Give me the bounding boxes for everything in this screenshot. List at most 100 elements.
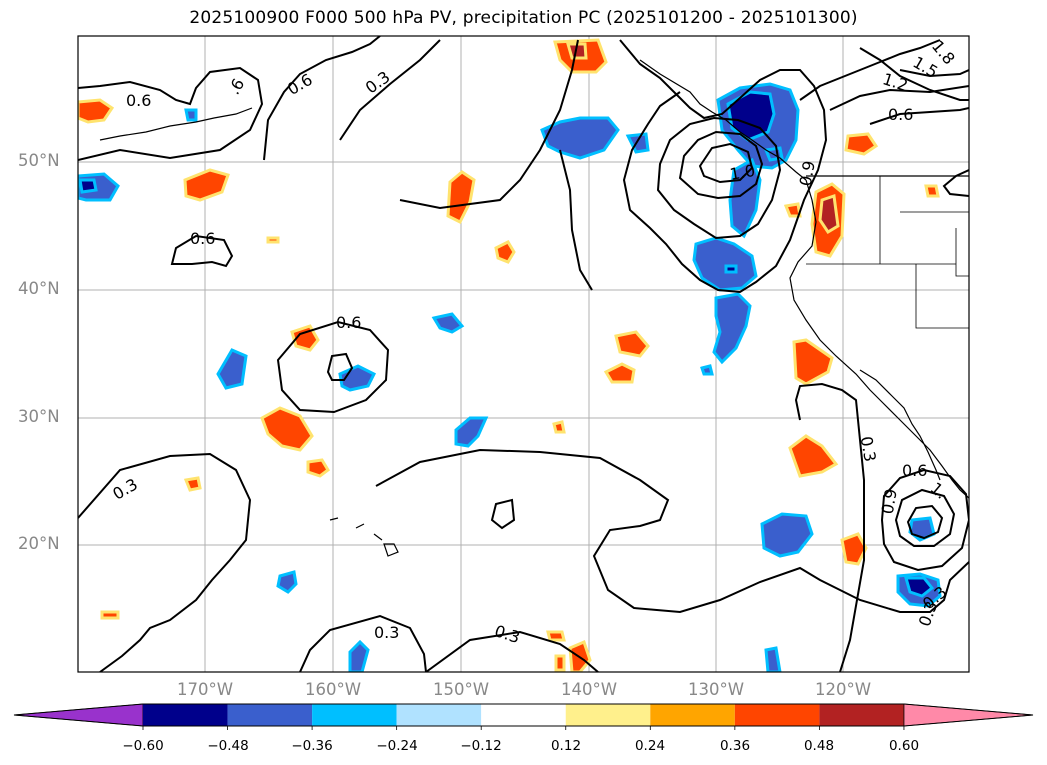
pv-contour [942, 169, 969, 197]
precip-blob [904, 576, 935, 598]
pv-contour [425, 630, 599, 672]
pv-contour [894, 488, 956, 547]
colorbar-tick-label: 0.60 [888, 738, 920, 754]
precip-blob [446, 170, 476, 225]
precip-blob [728, 157, 762, 239]
precip-blob [788, 434, 839, 478]
pv-contour [678, 130, 764, 200]
colorbar [13, 703, 1034, 730]
precip-blob [760, 512, 814, 558]
precip-blob [840, 532, 868, 566]
aleutian-islands [99, 107, 253, 141]
precip-blob [844, 132, 879, 156]
contour-label: 0.3 [492, 621, 522, 647]
pv-contour [78, 452, 252, 672]
lon-label: 140°W [560, 680, 618, 699]
pv-contour [869, 107, 969, 125]
precip-blob [276, 570, 298, 594]
pv-contour [880, 468, 969, 572]
precip-blob [216, 348, 248, 390]
precip-blob [184, 108, 198, 122]
precip-blob [724, 264, 738, 274]
baja-california [859, 369, 941, 481]
colorbar-tick-label: 0.36 [719, 738, 751, 754]
contour-label: 0.6 [902, 461, 927, 480]
precip-blob [78, 98, 115, 124]
pv-contour [170, 234, 234, 268]
pv-contours [78, 36, 969, 672]
pv-contour [619, 39, 828, 294]
lat-label: 20°N [18, 534, 60, 553]
precip-blob [792, 338, 834, 386]
precip-blob [783, 202, 802, 218]
precip-negative-areas [78, 82, 942, 672]
precip-blob [692, 236, 758, 292]
north-america-coast [789, 179, 969, 499]
precip-blob [454, 416, 489, 448]
pv-contour [263, 36, 381, 161]
precip-blob [554, 654, 566, 672]
lon-label: 130°W [687, 680, 745, 699]
alaska-coast [639, 59, 807, 181]
precip-blob [266, 236, 280, 244]
pv-contour [276, 320, 390, 414]
map-frame [77, 35, 970, 673]
lon-label: 120°W [814, 680, 872, 699]
precip-blob [603, 362, 636, 384]
pv-contour [799, 39, 941, 101]
colorbar-tick-label: −0.48 [207, 738, 249, 754]
pv-contour [375, 448, 969, 614]
precip-blob [924, 184, 940, 198]
colorbar-tick-label: 0.48 [803, 738, 835, 754]
colorbar-segment [143, 704, 228, 726]
pv-contour [339, 39, 441, 141]
colorbar-segment [565, 704, 651, 726]
pv-contour [299, 614, 427, 672]
map-title: 2025100900 F000 500 hPa PV, precipitatio… [189, 8, 858, 28]
precip-blob [348, 639, 370, 672]
colorbar-extend-min [13, 703, 144, 727]
lat-label: 40°N [18, 279, 60, 298]
pv-contour [906, 504, 944, 540]
precip-blob [712, 292, 752, 365]
precip-blob [726, 90, 776, 142]
colorbar-segment [227, 704, 313, 726]
contour-label: 1. [927, 478, 951, 502]
pv-contour [656, 116, 782, 240]
precip-positive-areas [78, 38, 940, 672]
hawaii-islands [329, 517, 399, 557]
colorbar-segment [312, 704, 397, 726]
pv-contour [698, 142, 754, 184]
contour-label: 0.3 [362, 67, 394, 97]
colorbar-segment [734, 704, 820, 726]
lat-label: 30°N [18, 407, 60, 426]
colorbar-segment [819, 704, 904, 726]
precip-blob [625, 132, 650, 154]
contour-label: 0.6 [888, 105, 913, 124]
contour-label: 0.3 [109, 474, 141, 503]
colorbar-tick-label: −0.36 [291, 738, 333, 754]
pv-contour [326, 352, 354, 381]
colorbar-tick-label: −0.12 [460, 738, 502, 754]
coastlines [99, 59, 969, 557]
pv-contour [859, 47, 969, 101]
lat-label: 50°N [18, 151, 60, 170]
precip-blob [566, 42, 588, 60]
contour-label: 0.3 [374, 623, 399, 642]
pv-contour [829, 85, 969, 111]
lon-label: 150°W [432, 680, 490, 699]
contour-label: 0.9 [878, 487, 901, 515]
colorbar-tick-label: −0.60 [122, 738, 164, 754]
precip-blob [614, 330, 650, 358]
precip-blob [100, 610, 120, 620]
colorbar-extend-max [903, 703, 1034, 727]
precip-blob [818, 194, 840, 235]
contour-label: 0.6 [126, 91, 151, 110]
contour-labels: 0.6 0.6 .6 0.3 0.6 0.6 1.2 1.5 1.8 1.0 0… [109, 37, 958, 648]
precip-blob [78, 178, 98, 194]
contour-label: .6 [224, 75, 248, 98]
pv-contour [399, 39, 593, 291]
lon-label: 170°W [176, 680, 234, 699]
precip-blob [183, 168, 230, 202]
